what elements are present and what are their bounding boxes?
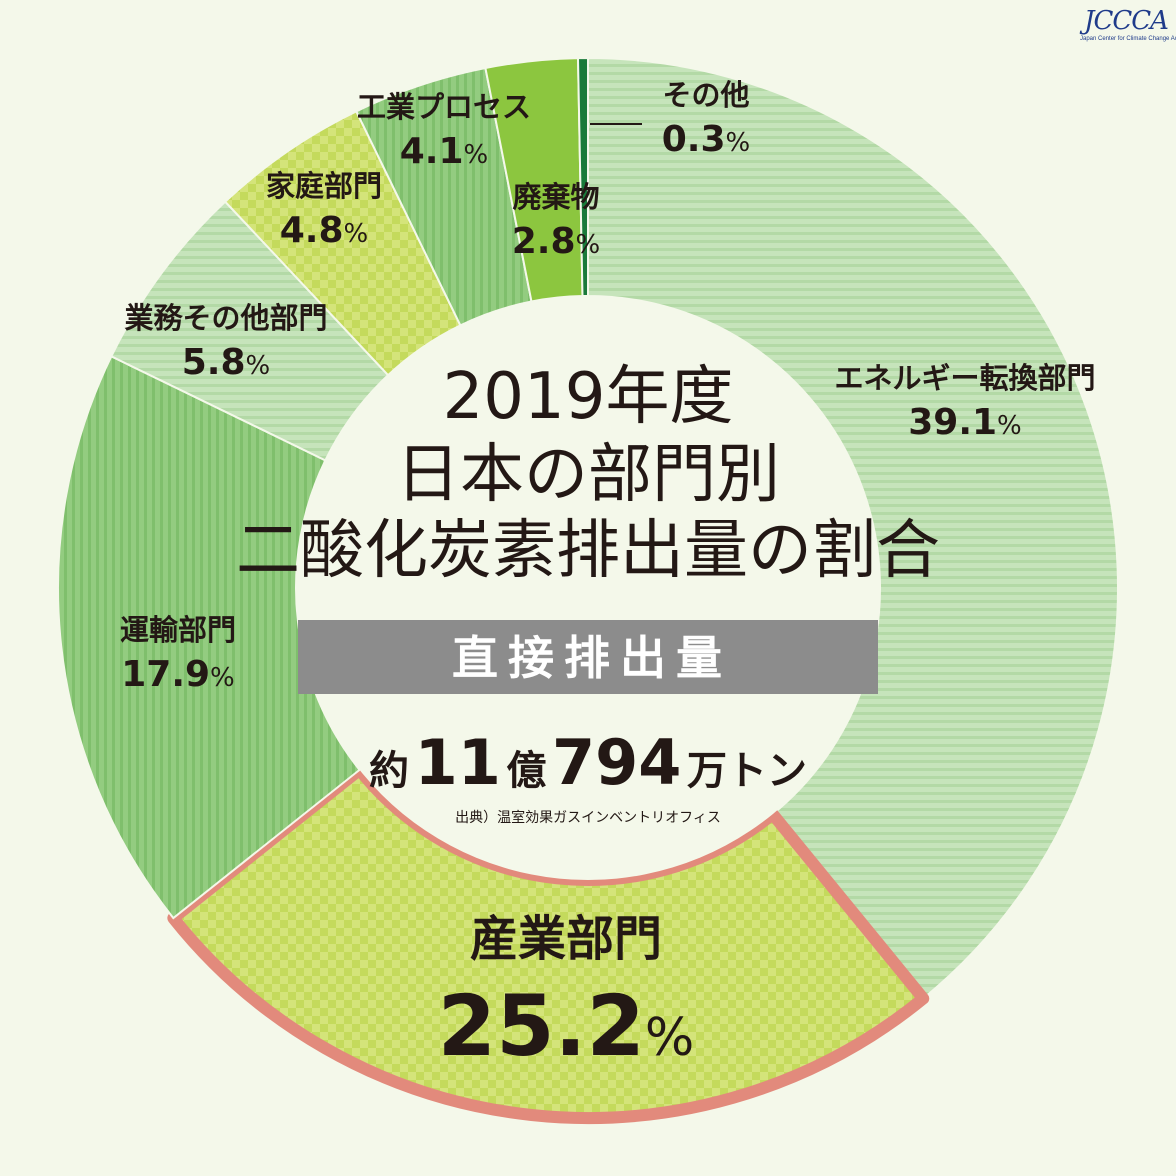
total-prefix: 約 <box>369 748 409 794</box>
slice-0-value-number: 39.1 <box>908 402 997 443</box>
slice-5-value-number: 4.1 <box>400 131 464 172</box>
slice-5-value: 4.1% <box>400 131 489 172</box>
slice-4-label: 家庭部門 <box>266 169 382 203</box>
logo-mark: JCCCA <box>1084 6 1169 36</box>
slice-4-value: 4.8% <box>280 210 369 251</box>
slice-2-label: 運輸部門 <box>120 613 236 647</box>
logo-subtitle: Japan Center for Climate Change Actions <box>1080 36 1176 42</box>
slice-3-value-number: 5.8 <box>182 342 246 383</box>
slice-1-value-unit: % <box>645 1008 694 1068</box>
band-label: 直接排出量 <box>452 631 732 685</box>
center-title: 2019年度 日本の部門別 二酸化炭素排出量の割合 <box>236 360 940 588</box>
slice-5-value-unit: % <box>464 140 489 170</box>
slice-6-value-unit: % <box>576 230 601 260</box>
band-background <box>298 620 878 694</box>
title-line-3: 二酸化炭素排出量の割合 <box>236 514 940 588</box>
source-note: 出典）温室効果ガスインベントリオフィス <box>455 809 721 826</box>
slice-0-value: 39.1% <box>908 402 1022 443</box>
slice-2-value-unit: % <box>210 663 235 693</box>
slice-5-label: 工業プロセス <box>357 90 531 124</box>
total-emissions: 約 11 億 794 万トン <box>369 726 807 799</box>
title-line-2: 日本の部門別 <box>396 438 780 512</box>
slice-2-value-number: 17.9 <box>121 654 210 695</box>
slice-labels: エネルギー転換部門 39.1% 産業部門 25.2% 運輸部門 17.9% 業務その他部門 5… <box>120 78 1096 1075</box>
slice-3-value-unit: % <box>246 351 271 381</box>
slice-3-value: 5.8% <box>182 342 271 383</box>
title-line-1: 2019年度 <box>443 360 734 434</box>
slice-7-value-unit: % <box>726 128 751 158</box>
total-unit-2: 万トン <box>687 748 807 794</box>
slice-1-value-number: 25.2 <box>438 977 645 1075</box>
slice-0-label: エネルギー転換部門 <box>834 361 1095 395</box>
donut-slices <box>57 56 1119 1124</box>
slice-6-value: 2.8% <box>512 221 601 262</box>
slice-4-value-unit: % <box>344 219 369 249</box>
total-number-1: 11 <box>415 726 501 799</box>
slice-1-value: 25.2% <box>438 977 695 1075</box>
subtitle-band: 直接排出量 <box>298 620 878 694</box>
donut-hole <box>296 296 880 880</box>
total-number-2: 794 <box>552 726 681 799</box>
slice-7-value-number: 0.3 <box>662 119 726 160</box>
slice-7-value: 0.3% <box>662 119 751 160</box>
slice-2-value: 17.9% <box>121 654 235 695</box>
slice-4-value-number: 4.8 <box>280 210 344 251</box>
jccca-logo: JCCCA Japan Center for Climate Change Ac… <box>1080 6 1176 52</box>
slice-7-label: その他 <box>662 78 749 112</box>
slice-1-label: 産業部門 <box>470 911 662 967</box>
slice-6-value-number: 2.8 <box>512 221 576 262</box>
slice-6-label: 廃棄物 <box>512 180 599 214</box>
slice-0-value-unit: % <box>997 411 1022 441</box>
total-unit-1: 億 <box>506 748 546 794</box>
slice-3-label: 業務その他部門 <box>124 301 327 335</box>
